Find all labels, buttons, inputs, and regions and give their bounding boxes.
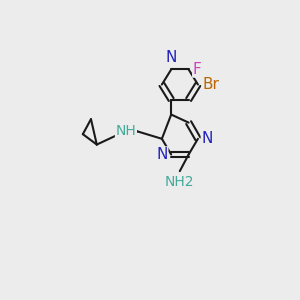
Text: N: N bbox=[156, 147, 168, 162]
Text: N: N bbox=[166, 50, 177, 65]
Text: NH: NH bbox=[116, 124, 136, 138]
Text: Br: Br bbox=[202, 77, 219, 92]
Text: NH2: NH2 bbox=[165, 175, 194, 189]
Text: N: N bbox=[201, 131, 213, 146]
Text: F: F bbox=[193, 62, 202, 77]
